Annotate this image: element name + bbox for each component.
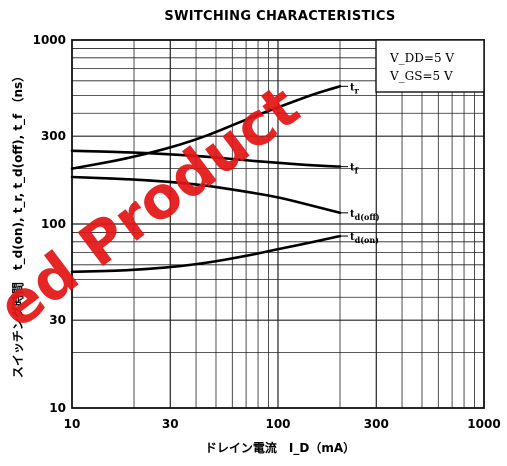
plot-frame [71,39,485,409]
series-label-t-d-off: td(off) [350,209,380,222]
y-tick-labels: 10 30 100 300 1000 [33,33,66,415]
watermark-text: ed Product [0,72,311,341]
condition-vgs: V_GS=5 V [389,69,453,83]
series-labels: tr tf td(off) td(on) [340,82,380,245]
y-tick-label: 100 [41,217,66,231]
y-tick-label: 300 [41,129,66,143]
series-label-t-d-on: td(on) [350,232,379,245]
series-label-t-r: tr [350,82,360,95]
x-tick-label: 100 [265,417,290,431]
x-tick-label: 300 [364,417,389,431]
series-line-t-d-off [70,175,342,215]
x-axis-title: ドレイン電流 I_D（mA） [205,440,355,456]
chart-title: SWITCHING CHARACTERISTICS [164,9,395,24]
y-tick-label: 10 [49,401,66,415]
conditions-box [375,39,485,93]
grid [72,40,484,408]
y-tick-label: 30 [49,313,66,327]
condition-vdd: V_DD=5 V [389,51,454,65]
series-lines [70,85,342,274]
x-tick-label: 30 [162,417,179,431]
x-tick-label: 1000 [467,417,500,431]
series-line-t-f [70,149,342,168]
x-tick-label: 10 [64,417,81,431]
series-line-t-r [70,85,342,170]
series-line-t-d-on [70,234,342,274]
y-tick-label: 1000 [33,33,66,47]
series-label-t-f: tf [350,163,359,176]
y-axis-title: スイッチング時間 t_d(on), t_r, t_d(off), t_f （ns… [10,70,26,378]
x-tick-labels: 10 30 100 300 1000 [64,417,501,431]
